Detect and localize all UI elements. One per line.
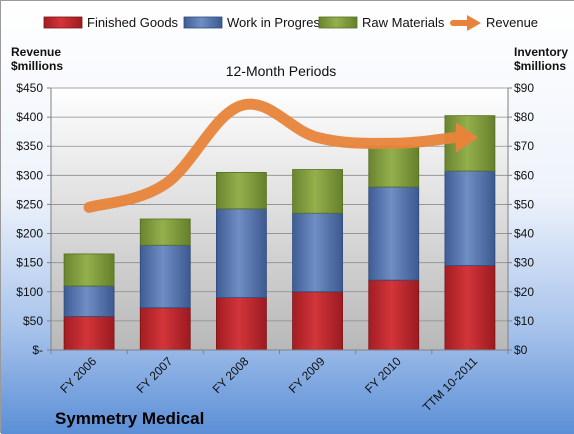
right-tick-label: $80 — [514, 110, 534, 124]
left-tick-label: $450 — [16, 81, 43, 95]
bar-finished-goods — [369, 280, 419, 350]
bar-finished-goods — [293, 292, 343, 350]
right-tick-label: $50 — [514, 197, 534, 211]
chart-subtitle: 12-Month Periods — [226, 63, 337, 79]
bar-raw-materials — [64, 254, 114, 286]
legend-swatch-work-in-progress — [184, 17, 222, 28]
bar-finished-goods — [64, 317, 114, 350]
left-tick-label: $200 — [16, 227, 43, 241]
bar-work-in-progress — [216, 209, 266, 298]
left-axis-title-line2: $millions — [11, 59, 63, 73]
right-tick-label: $30 — [514, 256, 534, 270]
right-axis-title-line2: $millions — [514, 59, 566, 73]
plot-area — [51, 88, 508, 350]
bar-finished-goods — [216, 298, 266, 350]
left-tick-label: $100 — [16, 285, 43, 299]
legend-swatch-raw-materials — [319, 17, 357, 28]
legend-label-work-in-progress: Work in Progress — [227, 15, 327, 30]
left-tick-label: $150 — [16, 256, 43, 270]
right-tick-label: $70 — [514, 139, 534, 153]
bar-finished-goods — [140, 308, 190, 350]
right-tick-label: $60 — [514, 168, 534, 182]
right-tick-label: $20 — [514, 285, 534, 299]
right-axis-title-line1: Inventory — [514, 45, 568, 59]
left-axis-title-line1: Revenue — [11, 45, 61, 59]
bar-finished-goods — [445, 266, 495, 350]
right-tick-label: $40 — [514, 227, 534, 241]
left-tick-label: $50 — [23, 314, 43, 328]
legend-label-revenue: Revenue — [486, 15, 538, 30]
left-tick-label: $400 — [16, 110, 43, 124]
legend-swatch-finished-goods — [44, 17, 82, 28]
bar-raw-materials — [293, 170, 343, 214]
bar-work-in-progress — [64, 286, 114, 317]
bar-raw-materials — [369, 146, 419, 187]
left-tick-label: $- — [32, 343, 43, 357]
bar-work-in-progress — [369, 187, 419, 280]
right-tick-label: $10 — [514, 314, 534, 328]
left-tick-label: $300 — [16, 168, 43, 182]
left-tick-label: $350 — [16, 139, 43, 153]
bar-work-in-progress — [140, 245, 190, 308]
bar-raw-materials — [140, 219, 190, 245]
legend-label-finished-goods: Finished Goods — [87, 15, 179, 30]
bar-work-in-progress — [445, 171, 495, 266]
company-name: Symmetry Medical — [55, 409, 204, 428]
right-tick-label: $90 — [514, 81, 534, 95]
bar-raw-materials — [216, 172, 266, 208]
left-tick-label: $250 — [16, 197, 43, 211]
legend-label-raw-materials: Raw Materials — [362, 15, 445, 30]
right-tick-label: $0 — [514, 343, 528, 357]
bar-work-in-progress — [293, 213, 343, 292]
